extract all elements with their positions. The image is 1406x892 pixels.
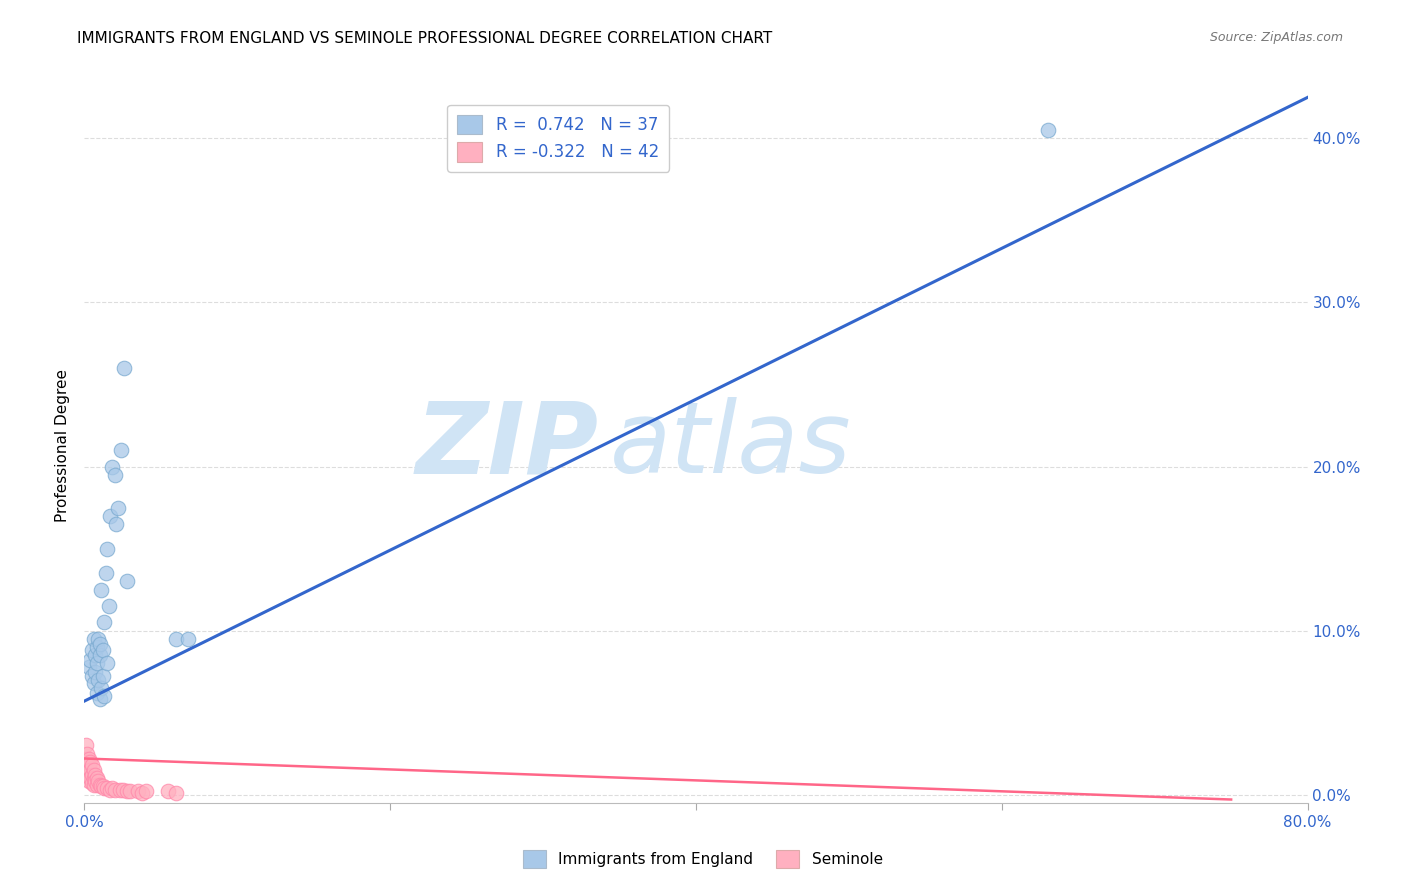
Point	[77, 751, 100, 765]
Point	[89, 692, 111, 706]
Point	[96, 780, 118, 795]
Point	[157, 784, 180, 798]
Point	[89, 778, 111, 792]
Point	[131, 786, 153, 800]
Point	[84, 648, 107, 662]
Point	[84, 665, 107, 679]
Point	[83, 763, 105, 777]
Point	[75, 739, 97, 753]
Point	[1036, 123, 1059, 137]
Point	[104, 782, 127, 797]
Y-axis label: Professional Degree: Professional Degree	[55, 369, 70, 523]
Point	[127, 784, 149, 798]
Point	[86, 686, 108, 700]
Point	[77, 768, 100, 782]
Point	[115, 574, 138, 589]
Point	[80, 643, 103, 657]
Legend: R =  0.742   N = 37, R = -0.322   N = 42: R = 0.742 N = 37, R = -0.322 N = 42	[447, 104, 669, 171]
Point	[80, 758, 103, 772]
Point	[75, 758, 97, 772]
Point	[79, 771, 101, 785]
Point	[89, 648, 111, 662]
Point	[165, 632, 187, 646]
Point	[79, 653, 101, 667]
Point	[93, 780, 115, 795]
Point	[96, 541, 118, 556]
Point	[83, 632, 105, 646]
Point	[76, 763, 98, 777]
Point	[87, 673, 110, 687]
Point	[104, 467, 127, 482]
Point	[177, 632, 200, 646]
Point	[98, 782, 121, 797]
Text: ZIP: ZIP	[415, 398, 598, 494]
Point	[83, 676, 105, 690]
Point	[93, 689, 115, 703]
Point	[91, 669, 114, 683]
Point	[77, 659, 100, 673]
Point	[107, 500, 129, 515]
Point	[89, 637, 111, 651]
Point	[94, 566, 117, 581]
Point	[83, 778, 105, 792]
Point	[90, 780, 112, 794]
Point	[79, 763, 101, 777]
Point	[87, 774, 110, 789]
Text: atlas: atlas	[610, 398, 852, 494]
Point	[84, 774, 107, 789]
Point	[101, 459, 124, 474]
Point	[86, 640, 108, 654]
Point	[76, 755, 98, 769]
Point	[165, 786, 187, 800]
Point	[83, 771, 105, 785]
Point	[75, 751, 97, 765]
Point	[115, 784, 138, 798]
Point	[80, 768, 103, 782]
Point	[97, 599, 120, 613]
Point	[98, 508, 121, 523]
Text: IMMIGRANTS FROM ENGLAND VS SEMINOLE PROFESSIONAL DEGREE CORRELATION CHART: IMMIGRANTS FROM ENGLAND VS SEMINOLE PROF…	[77, 31, 772, 46]
Point	[76, 747, 98, 761]
Point	[108, 782, 131, 797]
Point	[90, 582, 112, 597]
Point	[91, 643, 114, 657]
Legend: Immigrants from England, Seminole: Immigrants from England, Seminole	[517, 844, 889, 873]
Point	[101, 780, 124, 795]
Point	[112, 361, 135, 376]
Point	[80, 776, 103, 790]
Point	[86, 771, 108, 785]
Point	[105, 516, 128, 531]
Point	[77, 758, 100, 772]
Point	[91, 780, 114, 794]
Point	[93, 615, 115, 630]
Point	[90, 681, 112, 695]
Point	[96, 657, 118, 671]
Text: Source: ZipAtlas.com: Source: ZipAtlas.com	[1209, 31, 1343, 45]
Point	[86, 657, 108, 671]
Point	[76, 768, 98, 782]
Point	[79, 755, 101, 769]
Point	[87, 632, 110, 646]
Point	[80, 669, 103, 683]
Point	[120, 784, 142, 798]
Point	[77, 774, 100, 789]
Point	[110, 443, 132, 458]
Point	[111, 782, 134, 797]
Point	[84, 768, 107, 782]
Point	[135, 784, 157, 798]
Point	[86, 778, 108, 792]
